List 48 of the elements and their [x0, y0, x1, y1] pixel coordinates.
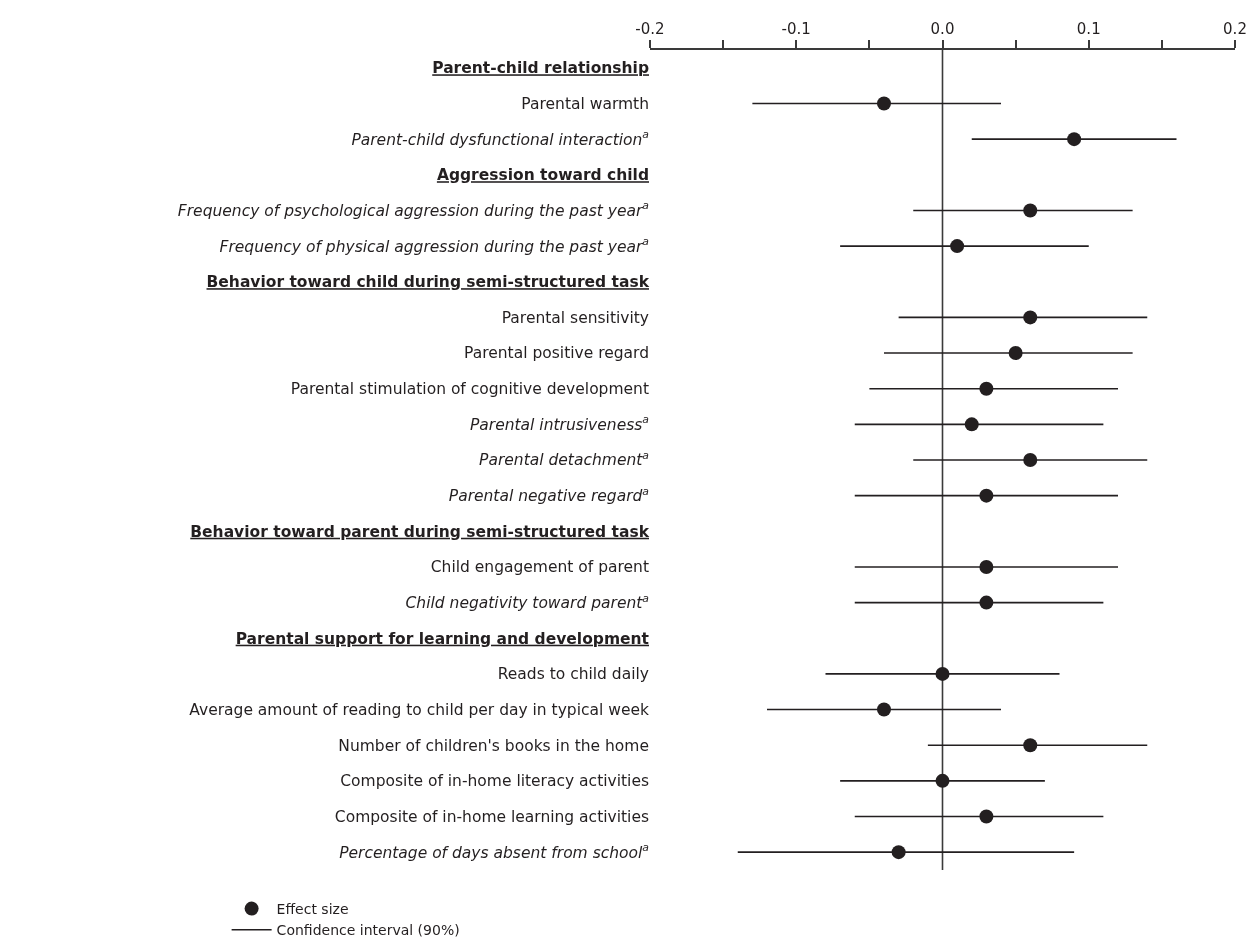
text: Confidence interval (90%) [276, 922, 460, 939]
y-tick-label: Percentage of days absent from school$^{a}$ [339, 841, 649, 862]
x-tick-label: -0.1 [781, 20, 811, 39]
x-tick-label: -0.2 [635, 20, 665, 39]
point [877, 702, 891, 717]
point [979, 559, 994, 574]
y-tick-label: Child negativity toward parent$^{a}$ [405, 591, 649, 613]
point [935, 666, 950, 681]
point [979, 809, 994, 824]
x-tick-label: 0.0 [930, 20, 955, 39]
y-tick-label: Parental sensitivity [501, 308, 649, 327]
point [964, 417, 979, 432]
y-tick-label: Parent-child relationship [432, 59, 649, 78]
point [1023, 203, 1038, 218]
y-tick-label: Parental negative regard$^{a}$ [448, 484, 649, 506]
y-tick-label: Composite of in-home literacy activities [340, 772, 649, 791]
y-tick-label: Frequency of psychological aggression during the past year$^{a}$ [177, 199, 649, 220]
y-tick-label: Aggression toward child [436, 166, 649, 185]
point [979, 595, 994, 610]
legend-label: Effect size [276, 901, 349, 918]
point [979, 488, 994, 503]
y-tick-label: Parent-child dysfunctional interaction$^{a}$ [351, 128, 649, 149]
y-tick-label: Parental intrusiveness$^{a}$ [469, 413, 649, 434]
x-tick-label: 0.2 [1223, 20, 1247, 39]
point [877, 96, 891, 111]
y-tick-label: Parental positive regard [464, 344, 649, 363]
y-tick-label: Parental warmth [521, 94, 649, 113]
y-tick-label: Parental stimulation of cognitive development [290, 380, 649, 399]
point [1023, 738, 1038, 753]
y-tick-label: Average amount of reading to child per day in typical week [189, 700, 650, 719]
y-tick-label: Behavior toward parent during semi-structured task [190, 522, 650, 541]
point [891, 845, 906, 860]
point [1067, 132, 1082, 147]
point [1023, 453, 1038, 467]
y-tick-label: Frequency of physical aggression during the past year$^{a}$ [219, 235, 649, 256]
y-tick-label: Parental detachment$^{a}$ [479, 448, 649, 470]
point [935, 773, 950, 788]
x-tick-label: 0.1 [1076, 20, 1101, 39]
y-tick-label: Behavior toward child during semi-structured task [206, 273, 650, 292]
point [950, 239, 965, 254]
y-tick-label: Reads to child daily [497, 665, 649, 684]
point [1023, 310, 1038, 325]
point [1008, 346, 1023, 361]
y-tick-label: Child engagement of parent [430, 558, 649, 577]
y-tick-label: Composite of in-home learning activities [334, 807, 649, 826]
y-tick-label: Parental support for learning and development [235, 629, 650, 648]
point [979, 381, 994, 396]
y-tick-label: Number of children's books in the home [338, 736, 649, 755]
